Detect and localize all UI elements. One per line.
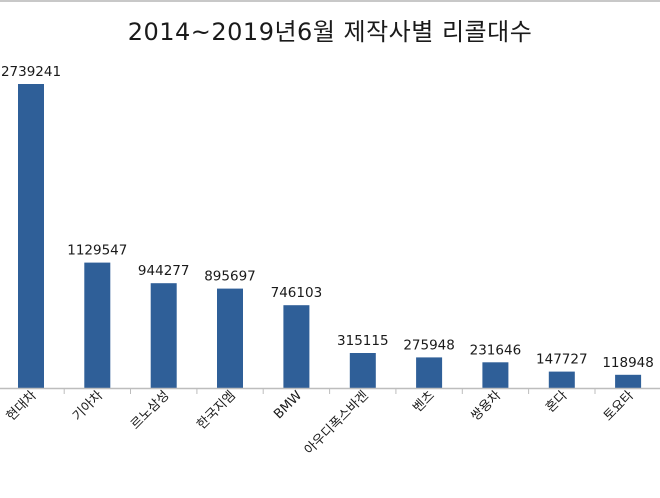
bar-4 — [283, 305, 310, 388]
value-label: 895697 — [204, 269, 256, 285]
bar-5 — [349, 353, 376, 388]
bars-group — [18, 84, 642, 388]
bar-7 — [482, 362, 509, 388]
bar-3 — [217, 288, 243, 388]
bar-1 — [84, 262, 111, 388]
value-label: 231646 — [470, 342, 522, 358]
category-label: 쌍용차 — [468, 388, 504, 424]
bar-0 — [18, 84, 44, 388]
category-label: 한국지엠 — [194, 388, 238, 432]
value-label: 315115 — [337, 333, 389, 349]
value-label: 944277 — [138, 263, 190, 279]
category-label: 벤츠 — [410, 388, 438, 416]
bar-8 — [548, 371, 575, 388]
value-label: 275948 — [403, 337, 455, 353]
value-label: 746103 — [271, 285, 323, 301]
bar-6 — [416, 357, 443, 388]
value-labels-group: 2739241 1129547 944277 895697 746103 315115 27… — [1, 64, 654, 371]
top-border — [0, 0, 660, 2]
category-label: 혼다 — [543, 388, 571, 416]
category-label: BMW — [271, 388, 305, 422]
bar-9 — [615, 374, 642, 388]
category-label: 현대차 — [4, 388, 40, 424]
value-label: 1129547 — [67, 243, 127, 259]
category-label: 토요타 — [601, 388, 637, 424]
x-axis-ticks — [63, 388, 596, 394]
value-label: 147727 — [536, 352, 588, 368]
value-label: 118948 — [602, 355, 654, 371]
category-label: 르노삼성 — [128, 388, 172, 432]
category-label: 기아차 — [70, 388, 106, 424]
chart-title: 2014~2019년6월 제작사별 리콜대수 — [127, 18, 533, 46]
value-label: 2739241 — [1, 64, 61, 80]
bar-2 — [150, 283, 177, 388]
category-label: 아우디폭스바겐 — [302, 388, 372, 458]
